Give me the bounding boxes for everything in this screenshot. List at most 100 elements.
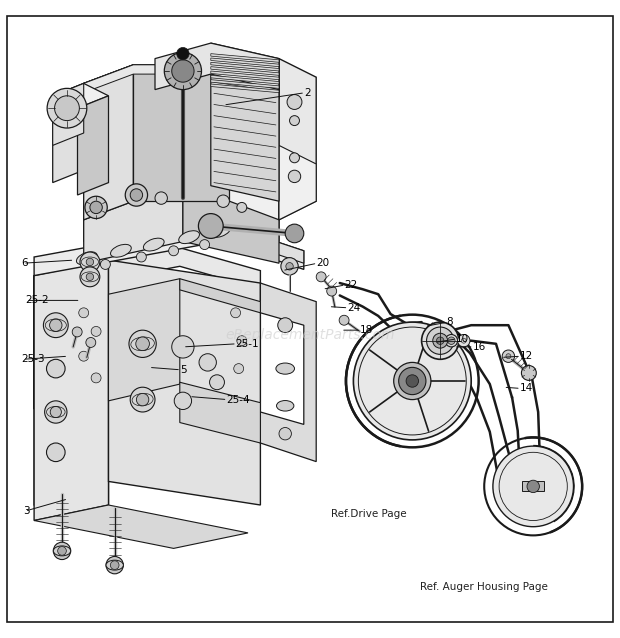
- Polygon shape: [211, 54, 279, 63]
- Polygon shape: [220, 223, 304, 263]
- Circle shape: [198, 214, 223, 239]
- Text: eReplacementParts.com: eReplacementParts.com: [225, 327, 395, 341]
- Circle shape: [521, 366, 536, 380]
- Circle shape: [493, 446, 574, 527]
- Circle shape: [100, 260, 110, 269]
- Text: 25-2: 25-2: [25, 295, 48, 306]
- Circle shape: [234, 364, 244, 374]
- Circle shape: [436, 337, 444, 345]
- Polygon shape: [34, 276, 180, 519]
- Circle shape: [427, 327, 454, 354]
- Text: Ref. Auger Housing Page: Ref. Auger Housing Page: [420, 582, 547, 592]
- Polygon shape: [211, 84, 279, 93]
- Circle shape: [80, 267, 100, 286]
- Circle shape: [339, 315, 349, 325]
- Polygon shape: [279, 145, 316, 220]
- Circle shape: [288, 170, 301, 182]
- Circle shape: [458, 334, 470, 347]
- Circle shape: [172, 60, 194, 82]
- Circle shape: [399, 367, 426, 395]
- Polygon shape: [180, 382, 260, 443]
- Polygon shape: [84, 176, 183, 263]
- Circle shape: [86, 258, 94, 265]
- Circle shape: [164, 52, 202, 89]
- Polygon shape: [78, 96, 108, 195]
- Polygon shape: [84, 65, 279, 93]
- Polygon shape: [279, 59, 316, 220]
- Circle shape: [79, 308, 89, 318]
- Circle shape: [506, 353, 511, 359]
- Text: 18: 18: [360, 325, 373, 335]
- Circle shape: [53, 542, 71, 560]
- Circle shape: [50, 319, 62, 331]
- Circle shape: [172, 336, 194, 358]
- Circle shape: [502, 350, 515, 362]
- Circle shape: [72, 327, 82, 337]
- Polygon shape: [34, 260, 108, 521]
- Polygon shape: [211, 43, 279, 201]
- Circle shape: [106, 556, 123, 574]
- Polygon shape: [155, 43, 279, 89]
- Polygon shape: [133, 65, 229, 201]
- Circle shape: [279, 427, 291, 440]
- Circle shape: [394, 362, 431, 399]
- Circle shape: [129, 330, 156, 357]
- Circle shape: [86, 273, 94, 281]
- Circle shape: [461, 338, 466, 343]
- Polygon shape: [211, 58, 279, 66]
- Polygon shape: [53, 84, 84, 145]
- Ellipse shape: [276, 363, 294, 374]
- Circle shape: [79, 352, 89, 361]
- Circle shape: [136, 252, 146, 262]
- Polygon shape: [84, 65, 133, 220]
- Circle shape: [80, 252, 100, 272]
- Polygon shape: [211, 71, 279, 80]
- Circle shape: [90, 201, 102, 214]
- Circle shape: [237, 336, 247, 346]
- Circle shape: [406, 375, 419, 387]
- Circle shape: [46, 359, 65, 378]
- Polygon shape: [34, 223, 304, 276]
- Circle shape: [91, 373, 101, 383]
- Circle shape: [169, 246, 179, 256]
- Text: 22: 22: [344, 280, 357, 290]
- Circle shape: [278, 318, 293, 332]
- Polygon shape: [108, 260, 260, 505]
- Text: 10: 10: [456, 334, 469, 344]
- Circle shape: [58, 547, 66, 555]
- Circle shape: [290, 115, 299, 126]
- Text: 2: 2: [304, 87, 311, 98]
- Text: 16: 16: [472, 342, 485, 352]
- Polygon shape: [522, 482, 544, 491]
- Circle shape: [237, 202, 247, 212]
- Polygon shape: [84, 176, 279, 242]
- Polygon shape: [53, 84, 84, 182]
- Polygon shape: [183, 176, 279, 263]
- Ellipse shape: [210, 225, 231, 237]
- Text: 8: 8: [446, 317, 453, 327]
- Circle shape: [210, 375, 224, 390]
- Text: 20: 20: [316, 258, 329, 268]
- Circle shape: [199, 353, 216, 371]
- Text: 3: 3: [24, 506, 30, 516]
- Polygon shape: [84, 65, 279, 99]
- Circle shape: [448, 337, 455, 345]
- Ellipse shape: [106, 560, 123, 570]
- Polygon shape: [211, 66, 279, 75]
- Circle shape: [50, 406, 61, 418]
- Circle shape: [285, 224, 304, 242]
- Ellipse shape: [179, 231, 200, 244]
- Circle shape: [91, 327, 101, 336]
- Text: 12: 12: [520, 351, 533, 361]
- Circle shape: [231, 308, 241, 318]
- Ellipse shape: [76, 252, 97, 265]
- Circle shape: [316, 272, 326, 282]
- Circle shape: [527, 480, 539, 493]
- Text: 6: 6: [22, 258, 29, 268]
- Polygon shape: [180, 279, 260, 313]
- Circle shape: [353, 322, 471, 440]
- Circle shape: [200, 240, 210, 249]
- Circle shape: [130, 387, 155, 412]
- Polygon shape: [108, 279, 180, 401]
- Text: 25-1: 25-1: [236, 339, 259, 349]
